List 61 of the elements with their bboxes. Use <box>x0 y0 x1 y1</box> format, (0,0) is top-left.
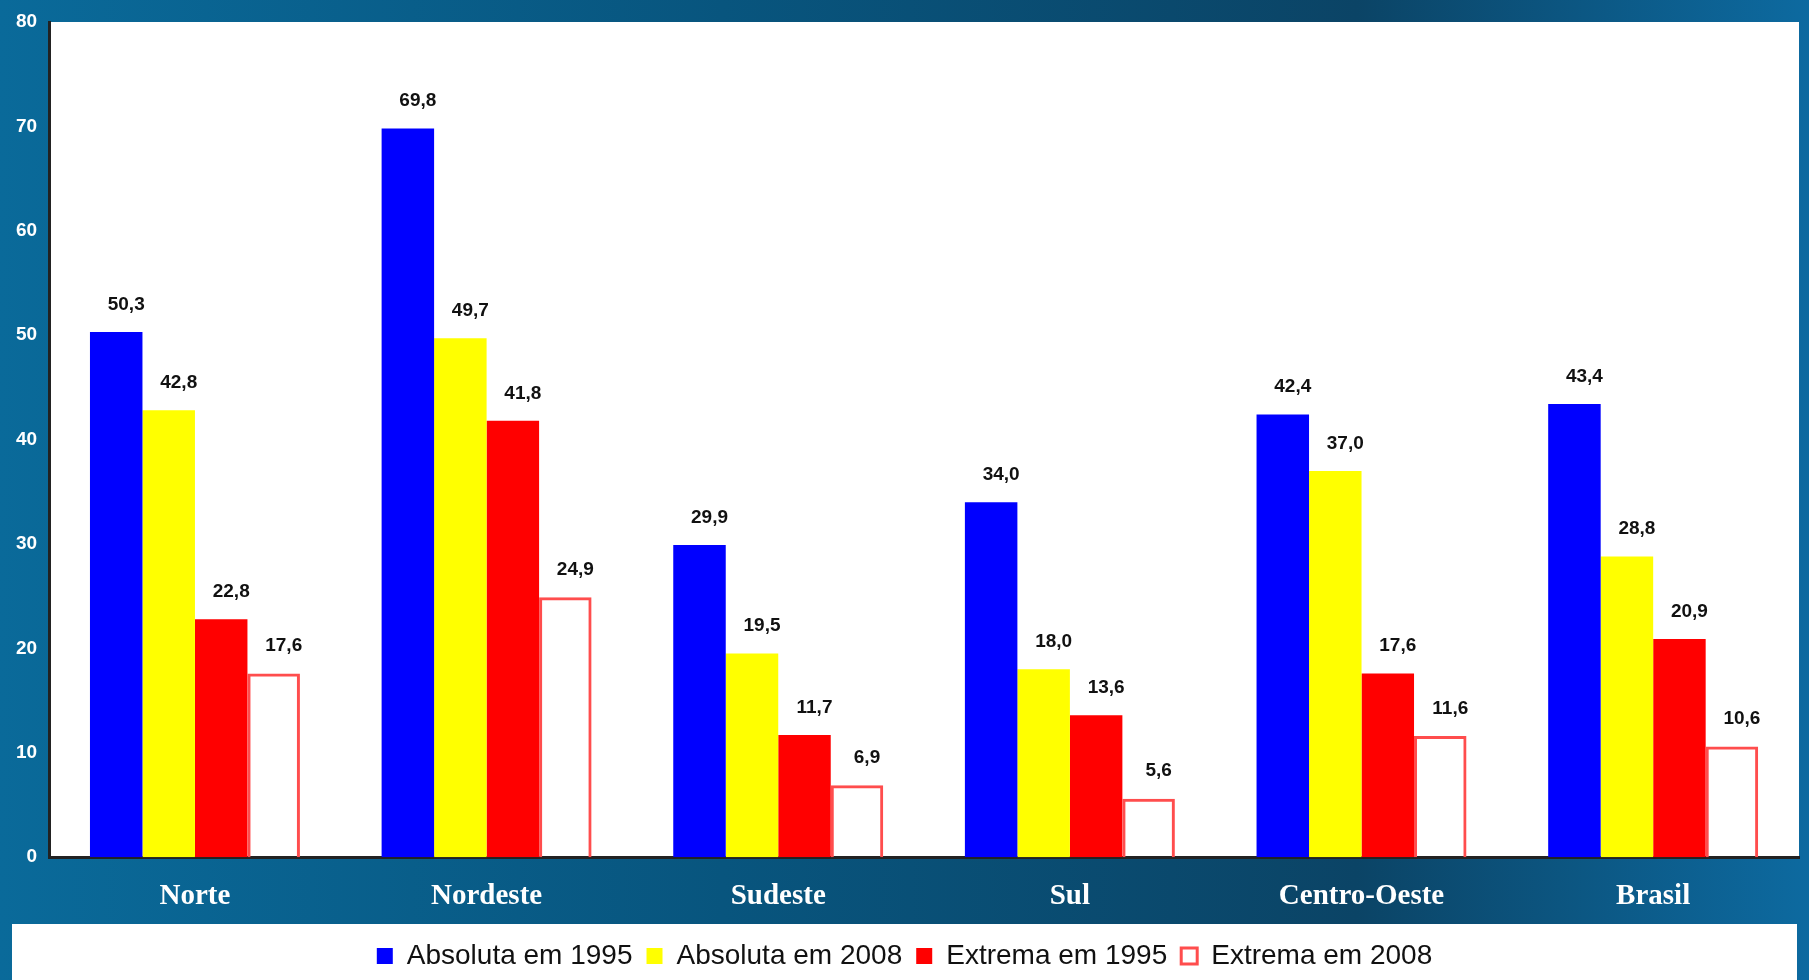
y-tick-label: 70 <box>15 114 38 136</box>
data-label: 28,8 <box>1618 517 1656 539</box>
y-tick-label: 60 <box>15 219 38 241</box>
data-label: 5,6 <box>1145 759 1172 781</box>
data-label: 42,4 <box>1274 375 1312 397</box>
bar <box>778 735 831 858</box>
data-label: 10,6 <box>1723 707 1761 729</box>
data-label: 17,6 <box>1379 634 1417 656</box>
x-tick-label: Centro-Oeste <box>1278 878 1445 911</box>
legend-label: Extrema em 1995 <box>946 938 1168 970</box>
data-label: 13,6 <box>1087 675 1125 697</box>
bar <box>1548 404 1601 858</box>
bar <box>1069 715 1123 858</box>
bar <box>194 619 248 858</box>
legend-label: Absoluta em 2008 <box>676 938 903 970</box>
legend-label: Extrema em 2008 <box>1211 938 1433 970</box>
data-label: 24,9 <box>556 557 594 579</box>
data-label: 17,6 <box>265 634 303 656</box>
y-tick-label: 0 <box>26 845 38 867</box>
bar <box>1256 414 1310 858</box>
data-label: 22,8 <box>212 579 250 601</box>
bar <box>1653 639 1706 858</box>
data-label: 6,9 <box>853 745 881 767</box>
bar <box>434 338 487 858</box>
bar <box>964 502 1018 858</box>
x-tick-label: Norte <box>159 878 231 911</box>
bar <box>142 410 195 858</box>
bar <box>1361 673 1415 858</box>
bar <box>381 128 435 858</box>
bar <box>486 420 540 858</box>
data-label: 20,9 <box>1670 599 1708 621</box>
data-label: 50,3 <box>107 292 145 314</box>
bar <box>89 332 143 858</box>
data-label: 11,6 <box>1432 696 1469 718</box>
data-label: 29,9 <box>691 505 728 527</box>
y-tick-label: 20 <box>15 636 38 658</box>
bar <box>1017 669 1070 858</box>
data-label: 42,8 <box>160 371 198 393</box>
data-label: 18,0 <box>1035 630 1073 652</box>
data-label: 49,7 <box>451 299 489 321</box>
y-tick-label: 80 <box>15 10 38 32</box>
data-label: 43,4 <box>1565 364 1604 386</box>
data-label: 19,5 <box>743 614 781 636</box>
legend-label: Absoluta em 1995 <box>406 938 633 970</box>
y-tick-label: 40 <box>15 427 38 449</box>
y-tick-label: 10 <box>15 741 38 763</box>
data-label: 41,8 <box>504 381 542 403</box>
data-label: 34,0 <box>982 462 1020 484</box>
data-label: 37,0 <box>1326 431 1364 453</box>
x-tick-label: Nordeste <box>431 878 543 911</box>
bar <box>725 653 779 858</box>
data-label: 69,8 <box>399 89 437 111</box>
x-tick-label: Brasil <box>1616 878 1691 911</box>
x-tick-label: Sudeste <box>730 878 826 911</box>
bar <box>1600 556 1654 858</box>
bar <box>673 545 726 858</box>
x-tick-label: Sul <box>1049 878 1091 911</box>
bar <box>1309 470 1362 858</box>
y-tick-label: 50 <box>15 323 38 345</box>
data-label: 11,7 <box>796 695 833 717</box>
y-tick-label: 30 <box>15 532 38 554</box>
